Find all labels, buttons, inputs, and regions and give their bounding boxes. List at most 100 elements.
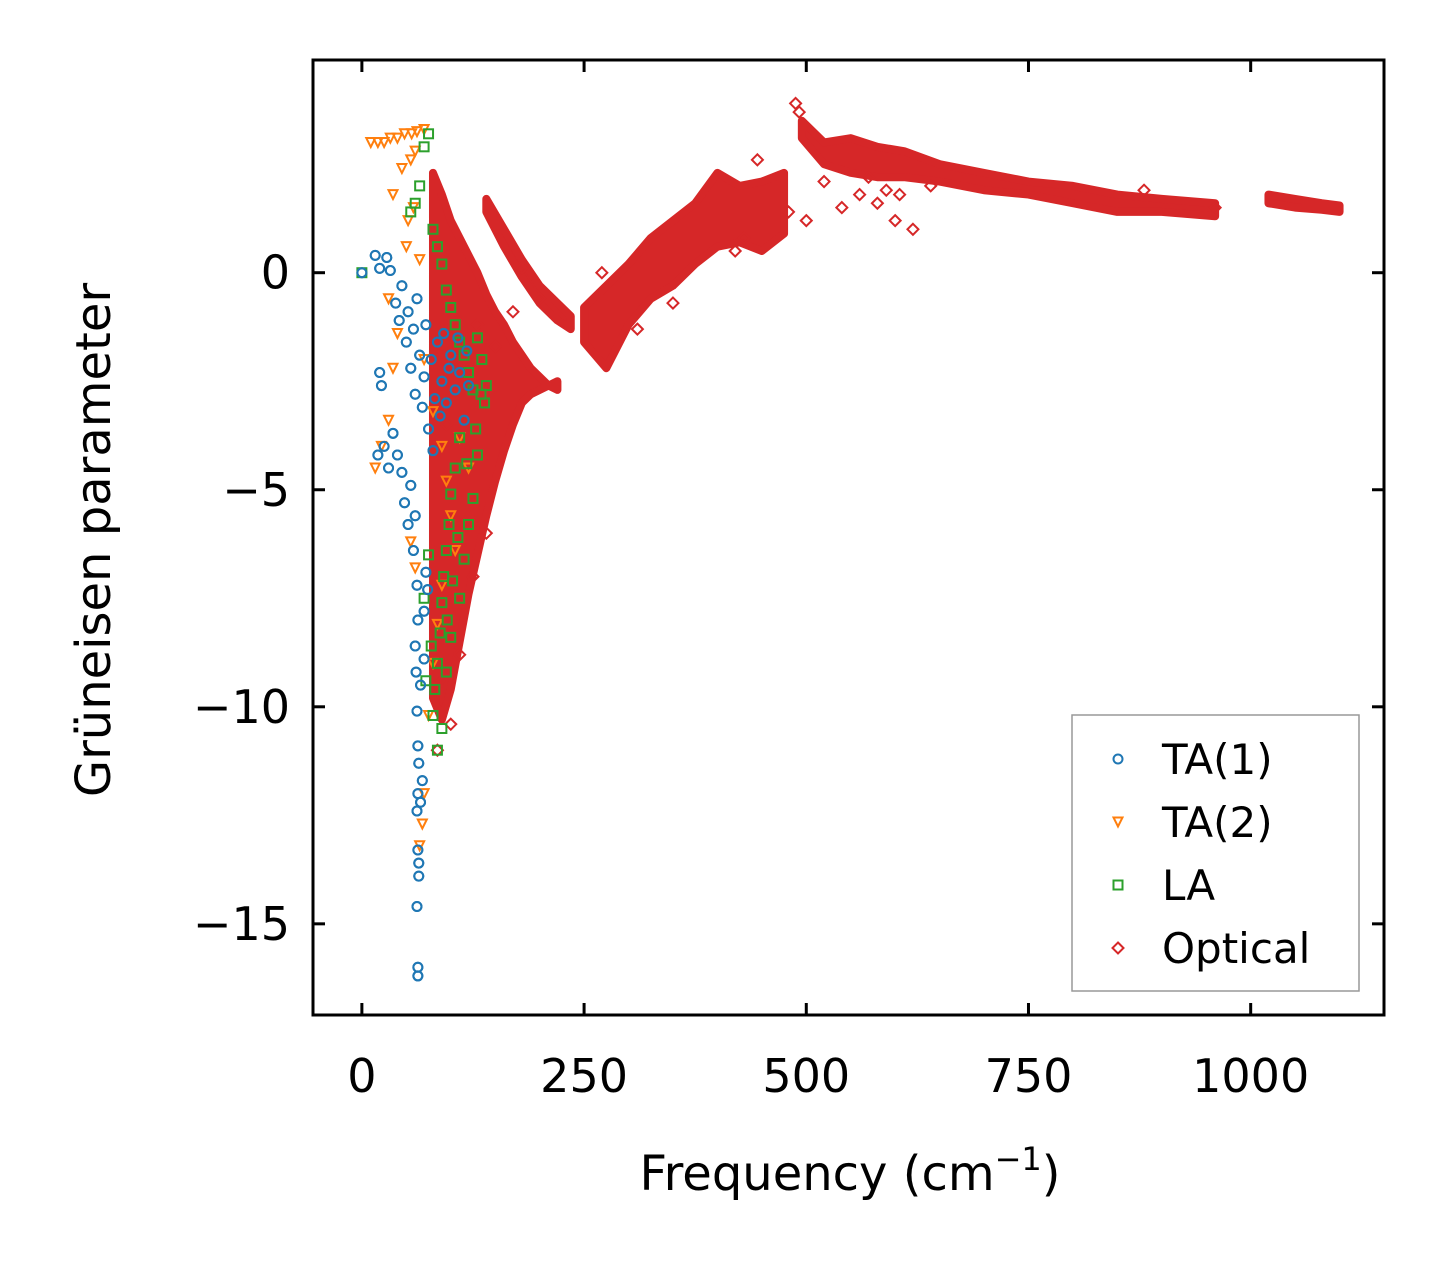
data-point: [405, 479, 417, 491]
data-point: [479, 526, 494, 541]
data-point: [405, 206, 417, 218]
data-point: [418, 605, 430, 617]
data-point: [384, 265, 396, 277]
data-point: [420, 566, 432, 578]
data-point: [387, 427, 399, 439]
data-point: [454, 367, 466, 379]
legend: TA(1) TA(2) LA Optical: [1071, 714, 1360, 992]
data-point: [405, 128, 418, 141]
data-point: [449, 462, 461, 474]
data-point: [488, 339, 503, 354]
y-tick-label: 0: [261, 246, 290, 300]
data-point: [728, 244, 743, 258]
data-point: [409, 640, 421, 652]
data-point: [411, 293, 423, 305]
legend-label: Optical: [1162, 924, 1310, 973]
x-tick-label: 750: [985, 1049, 1073, 1103]
optical-band-4: [1264, 190, 1344, 216]
data-point: [399, 497, 411, 509]
data-point: [906, 222, 920, 237]
data-point: [449, 384, 461, 396]
data-point: [414, 349, 426, 361]
data-point: [436, 258, 448, 270]
data-point: [402, 518, 414, 530]
data-point: [384, 132, 397, 145]
data-point: [391, 327, 404, 341]
x-tick-label: 1000: [1192, 1049, 1309, 1103]
data-point: [423, 423, 435, 435]
data-point: [514, 261, 529, 276]
data-point: [407, 545, 419, 557]
legend-label: TA(1): [1161, 735, 1273, 784]
legend-entry-optical: Optical: [1111, 924, 1310, 973]
data-point: [666, 296, 680, 311]
data-point: [410, 126, 424, 139]
data-point: [431, 744, 443, 756]
data-point: [411, 579, 423, 591]
data-point: [476, 354, 488, 366]
x-axis-label-end: ): [1042, 1146, 1061, 1202]
data-point: [425, 354, 437, 366]
data-point: [412, 740, 424, 752]
data-point: [372, 449, 384, 461]
data-point: [461, 345, 473, 357]
data-point: [420, 319, 432, 331]
x-tick-label: 250: [540, 1049, 628, 1103]
data-point: [381, 252, 393, 264]
data-point: [463, 380, 475, 392]
data-point: [395, 163, 408, 176]
data-point: [447, 575, 459, 587]
data-point: [423, 549, 435, 561]
legend-entry-ta-2-: TA(2): [1111, 798, 1273, 847]
data-point: [409, 510, 421, 522]
data-point: [431, 336, 443, 348]
data-point: [400, 336, 412, 348]
y-tick-label: −5: [222, 463, 290, 517]
data-point: [892, 187, 907, 202]
data-point: [364, 136, 377, 150]
data-point: [834, 200, 849, 215]
data-point: [415, 796, 427, 808]
data-point: [440, 545, 452, 557]
data-point: [409, 388, 421, 400]
optical-band-2: [580, 168, 789, 373]
data-point: [412, 961, 424, 973]
data-point: [396, 280, 408, 292]
data-point: [390, 297, 402, 309]
data-point: [416, 818, 429, 831]
data-point: [436, 723, 448, 734]
data-point: [356, 267, 368, 279]
data-point: [425, 640, 437, 652]
data-point: [411, 705, 423, 717]
data-point: [888, 213, 903, 228]
data-point: [470, 317, 485, 332]
data-point: [429, 393, 441, 405]
data-point: [374, 262, 386, 274]
data-point: [438, 327, 450, 339]
data-point: [426, 406, 440, 419]
legend-marker: [1112, 879, 1124, 891]
data-point: [409, 562, 422, 575]
data-point: [439, 417, 454, 432]
data-point: [383, 462, 395, 474]
data-point: [371, 136, 385, 150]
data-point: [799, 213, 814, 228]
data-point: [434, 410, 446, 422]
legend-label: TA(2): [1161, 798, 1273, 847]
data-point: [445, 631, 457, 643]
data-point: [369, 249, 381, 261]
data-point: [454, 432, 466, 444]
data-point: [440, 666, 452, 678]
data-point: [470, 423, 482, 435]
x-axis-label: Frequency (cm−1): [639, 1140, 1060, 1202]
data-point: [436, 597, 448, 609]
ticks: 0 250 500 750 1000 0 −5 −10 −15: [193, 60, 1384, 1103]
data-point: [413, 254, 426, 267]
data-point: [422, 584, 434, 596]
data-point: [416, 775, 428, 787]
legend-entry-ta-1-: TA(1): [1112, 735, 1273, 784]
data-point: [400, 241, 413, 254]
data-point: [418, 653, 430, 665]
data-point: [817, 174, 831, 189]
data-point: [404, 154, 417, 167]
